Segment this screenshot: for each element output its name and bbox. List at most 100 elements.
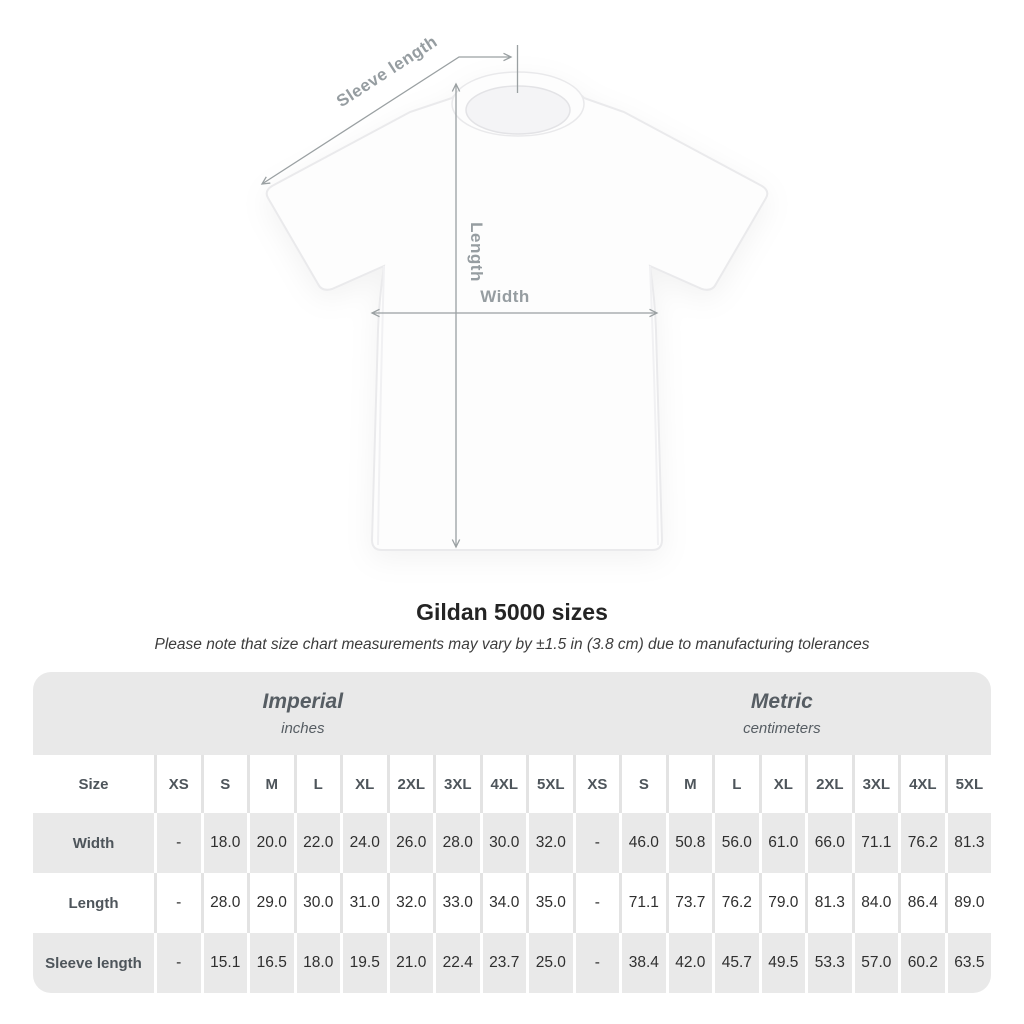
table-cell: 15.1 [200, 933, 247, 993]
table-cell: 86.4 [898, 873, 945, 933]
table-cell: - [154, 933, 201, 993]
imperial-size-m: M [247, 755, 294, 813]
table-cell: 18.0 [293, 933, 340, 993]
metric-size-l: L [712, 755, 759, 813]
table-cell: - [154, 813, 201, 873]
page-title: Gildan 5000 sizes [416, 599, 608, 625]
sleeve-length-row: Sleeve length - 15.1 16.5 18.0 19.5 21.0… [33, 933, 992, 993]
measurement-arrows [260, 45, 659, 549]
imperial-size-3xl: 3XL [433, 755, 480, 813]
table-cell: 60.2 [898, 933, 945, 993]
table-cell: 16.5 [247, 933, 294, 993]
metric-size-3xl: 3XL [851, 755, 899, 813]
imperial-size-l: L [293, 755, 340, 813]
imperial-size-2xl: 2XL [386, 755, 433, 813]
table-cell: 32.0 [526, 813, 573, 873]
sleeve-length-row-label: Sleeve length [33, 933, 154, 993]
imperial-size-4xl: 4XL [479, 755, 526, 813]
metric-size-5xl: 5XL [944, 755, 992, 813]
unit-band-row: Imperial inches Metric centimeters [33, 672, 992, 755]
sleeve-length-arrow [260, 52, 513, 185]
imperial-band: Imperial inches [33, 672, 573, 755]
size-column-header: Size [33, 755, 154, 813]
table-cell: 20.0 [247, 813, 294, 873]
table-cell: - [572, 933, 620, 993]
table-cell: 26.0 [386, 813, 433, 873]
imperial-size-xs: XS [154, 755, 201, 813]
metric-size-xs: XS [572, 755, 620, 813]
table-cell: 23.7 [479, 933, 526, 993]
tshirt-diagram-svg: Sleeve length Length Width [260, 32, 769, 551]
table-cell: 89.0 [944, 873, 992, 933]
table-cell: 53.3 [805, 933, 852, 993]
table-cell: 28.0 [200, 873, 247, 933]
table-cell: 30.0 [293, 873, 340, 933]
imperial-size-s: S [200, 755, 247, 813]
table-cell: 33.0 [433, 873, 480, 933]
table-cell: 22.0 [293, 813, 340, 873]
table-cell: 34.0 [479, 873, 526, 933]
table-cell: 81.3 [944, 813, 992, 873]
table-cell: 24.0 [340, 813, 387, 873]
table-cell: 31.0 [340, 873, 387, 933]
metric-size-xl: XL [758, 755, 806, 813]
table-cell: 22.4 [433, 933, 480, 993]
table-cell: 81.3 [805, 873, 852, 933]
collar-neck-hole [465, 85, 571, 135]
table-cell: 18.0 [200, 813, 247, 873]
table-cell: 76.2 [712, 873, 759, 933]
metric-size-4xl: 4XL [898, 755, 945, 813]
width-row: Width - 18.0 20.0 22.0 24.0 26.0 28.0 30… [33, 813, 992, 873]
imperial-unit-label: inches [281, 719, 325, 737]
table-cell: 21.0 [386, 933, 433, 993]
imperial-label: Imperial [262, 690, 344, 714]
table-cell: 19.5 [340, 933, 387, 993]
table-cell: 29.0 [247, 873, 294, 933]
table-cell: 57.0 [851, 933, 899, 993]
tshirt-image [265, 71, 769, 551]
table-cell: 63.5 [944, 933, 992, 993]
width-label: Width [480, 287, 530, 306]
table-cell: 35.0 [526, 873, 573, 933]
metric-label: Metric [750, 690, 813, 714]
table-cell: 28.0 [433, 813, 480, 873]
table-cell: 25.0 [526, 933, 573, 993]
table-cell: 66.0 [805, 813, 852, 873]
length-row-label: Length [33, 873, 154, 933]
metric-unit-label: centimeters [743, 719, 821, 737]
tolerance-note: Please note that size chart measurements… [154, 636, 870, 653]
table-cell: - [154, 873, 201, 933]
table-cell: 30.0 [479, 813, 526, 873]
table-cell: 32.0 [386, 873, 433, 933]
tshirt-measurement-diagram: Sleeve length Length Width [260, 32, 769, 551]
sleeve-length-label: Sleeve length [333, 32, 441, 111]
table-cell: 71.1 [619, 873, 666, 933]
table-cell: 61.0 [758, 813, 806, 873]
table-cell: 50.8 [665, 813, 713, 873]
length-label: Length [467, 222, 486, 282]
metric-size-s: S [619, 755, 666, 813]
table-cell: 79.0 [758, 873, 806, 933]
table-cell: 46.0 [619, 813, 666, 873]
table-cell: 73.7 [665, 873, 713, 933]
table-cell: - [572, 873, 620, 933]
table-cell: 84.0 [851, 873, 899, 933]
imperial-size-xl: XL [340, 755, 387, 813]
metric-size-m: M [665, 755, 713, 813]
size-header-row: Size XS S M L XL 2XL 3XL 4XL 5XL XS S M … [33, 755, 992, 813]
width-row-label: Width [33, 813, 154, 873]
metric-size-2xl: 2XL [805, 755, 852, 813]
table-cell: 38.4 [619, 933, 666, 993]
table-cell: - [572, 813, 620, 873]
imperial-size-5xl: 5XL [526, 755, 573, 813]
length-row: Length - 28.0 29.0 30.0 31.0 32.0 33.0 3… [33, 873, 992, 933]
size-table: Imperial inches Metric centimeters Size … [33, 672, 992, 993]
table-cell: 56.0 [712, 813, 759, 873]
table-cell: 76.2 [898, 813, 945, 873]
table-cell: 71.1 [851, 813, 899, 873]
metric-band: Metric centimeters [572, 672, 992, 755]
table-cell: 45.7 [712, 933, 759, 993]
table-cell: 49.5 [758, 933, 806, 993]
table-cell: 42.0 [665, 933, 713, 993]
